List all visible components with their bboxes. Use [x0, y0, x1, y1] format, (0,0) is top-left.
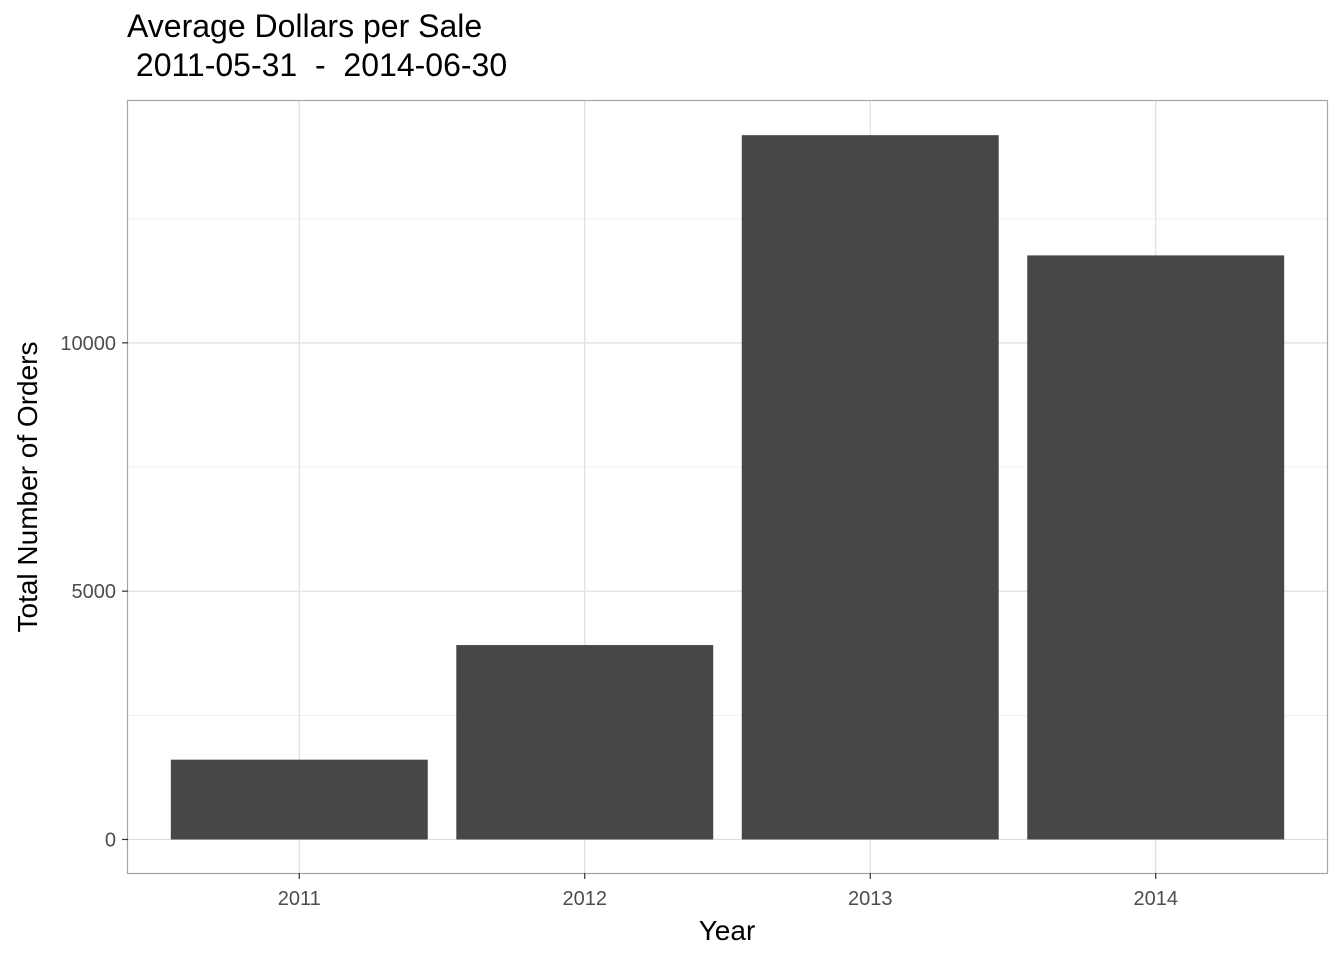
x-tick-label: 2014 — [1133, 888, 1178, 910]
bar-2012 — [456, 645, 714, 840]
y-tick-label: 5000 — [72, 581, 117, 603]
bar-2013 — [741, 135, 999, 840]
x-axis-label: Year — [699, 915, 756, 946]
y-tick-label: 10000 — [60, 333, 116, 355]
y-tick-label: 0 — [105, 829, 116, 851]
chart-subtitle: 2011-05-31 - 2014-06-30 — [127, 47, 508, 83]
y-axis-label: Total Number of Orders — [12, 342, 43, 633]
x-tick-label: 2013 — [848, 888, 893, 910]
bars-layer — [170, 135, 1285, 840]
bar-2014 — [1027, 255, 1285, 840]
chart-title: Average Dollars per Sale — [127, 8, 483, 44]
y-axis: 0 5000 10000 — [60, 333, 128, 851]
x-tick-label: 2012 — [563, 888, 608, 910]
x-axis: 2011 2012 2013 2014 — [278, 873, 1178, 910]
panel-border — [126, 99, 1329, 875]
bar-2011 — [170, 759, 428, 840]
x-tick-label: 2011 — [278, 888, 321, 910]
